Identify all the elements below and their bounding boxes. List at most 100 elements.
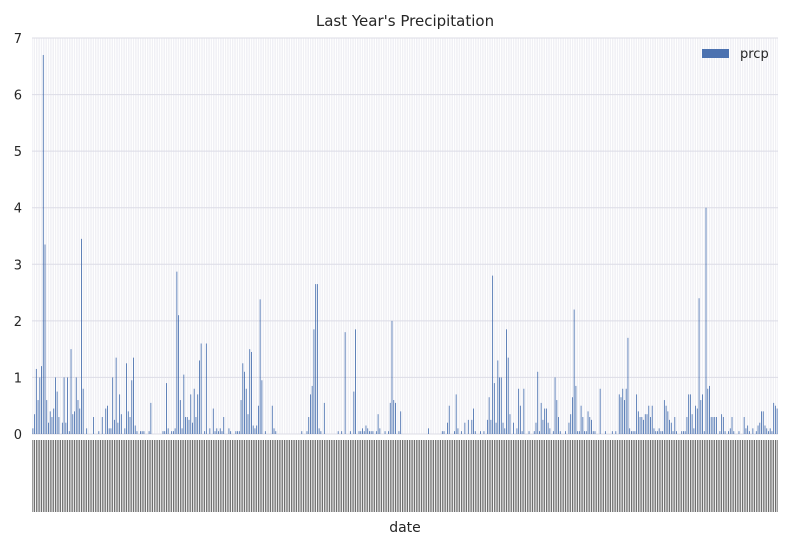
- bar: [480, 431, 481, 434]
- bar: [738, 431, 740, 434]
- bar: [242, 363, 244, 434]
- bar: [56, 391, 58, 434]
- bar: [353, 391, 355, 434]
- bar: [375, 431, 377, 434]
- bar: [400, 411, 402, 434]
- bar: [301, 431, 303, 434]
- bar: [81, 238, 82, 434]
- bar: [216, 428, 218, 434]
- bar: [474, 431, 476, 434]
- y-tick-label: 2: [14, 315, 22, 330]
- chart-title: Last Year's Precipitation: [316, 12, 494, 30]
- bar: [68, 431, 70, 434]
- bar: [507, 357, 509, 434]
- bar: [651, 405, 653, 434]
- bar: [460, 431, 462, 434]
- bar: [101, 417, 103, 434]
- bar: [547, 422, 549, 434]
- bar: [349, 431, 351, 434]
- bar: [230, 431, 232, 434]
- bar: [490, 419, 492, 434]
- bar: [344, 332, 346, 434]
- bar: [341, 431, 343, 434]
- bar: [669, 419, 671, 434]
- bar: [639, 417, 641, 434]
- bar: [108, 428, 110, 434]
- bar: [441, 431, 443, 434]
- bar: [398, 431, 400, 434]
- bar: [44, 244, 46, 434]
- bar: [140, 431, 141, 434]
- bar: [500, 377, 502, 434]
- bar: [710, 417, 712, 434]
- bar: [676, 431, 677, 434]
- bar: [49, 411, 51, 434]
- bar: [115, 357, 117, 434]
- bar: [773, 402, 775, 434]
- bar: [41, 366, 42, 434]
- bar: [545, 408, 547, 434]
- bar: [379, 428, 381, 434]
- bar: [237, 431, 239, 434]
- bar: [244, 371, 245, 434]
- bar: [582, 417, 584, 434]
- bar: [552, 431, 554, 434]
- bar: [587, 411, 589, 434]
- bar: [650, 417, 651, 434]
- bar: [110, 428, 112, 434]
- bar: [315, 284, 317, 434]
- bar: [577, 431, 579, 434]
- bar: [755, 431, 757, 434]
- bar: [495, 422, 497, 434]
- bar: [493, 383, 495, 434]
- bar: [176, 271, 178, 434]
- bar: [747, 425, 749, 434]
- bar: [648, 405, 650, 434]
- bar: [585, 431, 587, 434]
- x-tick-marks: [32, 440, 778, 512]
- bar: [492, 275, 494, 434]
- bar: [762, 411, 764, 434]
- bar: [136, 431, 138, 434]
- bar: [454, 431, 455, 434]
- bar: [32, 428, 34, 434]
- bar: [712, 417, 714, 434]
- bar: [389, 402, 391, 434]
- bar: [721, 414, 723, 434]
- bar: [745, 428, 747, 434]
- bar: [653, 428, 655, 434]
- bar: [728, 431, 729, 434]
- bar: [35, 368, 37, 434]
- bar: [448, 405, 450, 434]
- legend-label: prcp: [740, 47, 769, 62]
- bar: [197, 394, 199, 434]
- y-tick-label: 5: [14, 145, 22, 160]
- bar: [126, 363, 127, 434]
- bar: [681, 431, 683, 434]
- bar: [624, 400, 625, 434]
- bar: [641, 417, 643, 434]
- bar: [311, 385, 313, 434]
- bar: [695, 405, 697, 434]
- bar: [245, 388, 247, 434]
- bar: [643, 419, 644, 434]
- bar: [273, 428, 275, 434]
- y-tick-label: 3: [14, 258, 22, 273]
- bar: [705, 207, 707, 434]
- bar: [774, 405, 776, 434]
- bar: [363, 431, 365, 434]
- bar: [565, 431, 566, 434]
- bar: [523, 388, 525, 434]
- bar: [636, 394, 638, 434]
- bar: [124, 428, 126, 434]
- bar: [691, 414, 693, 434]
- bar: [573, 309, 575, 434]
- bar: [221, 431, 223, 434]
- bar: [240, 400, 242, 434]
- bar: [473, 408, 474, 434]
- bar: [625, 388, 627, 434]
- bar: [164, 431, 166, 434]
- bar: [622, 388, 624, 434]
- bar: [674, 417, 676, 434]
